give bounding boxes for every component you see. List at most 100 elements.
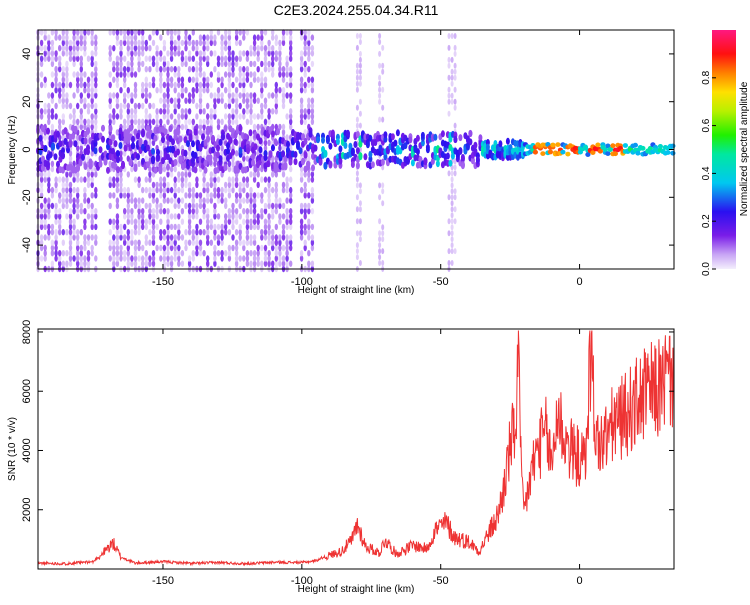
spectrogram-signal-cell [540,151,546,157]
spectrogram-cell [209,29,213,36]
spectrogram-cell [162,244,167,252]
spectrogram-signal-cell [602,147,609,152]
spectrogram-cell [216,176,221,183]
spectrogram-cell [274,244,278,252]
spectrogram-cell [224,218,228,225]
spectrogram-cell [148,55,152,62]
spectrogram-cell [54,113,58,120]
spectrogram-cell [267,45,271,52]
spectrogram-cell [162,102,167,110]
spectrogram-cell [252,197,257,204]
spectrogram-cell [43,202,47,210]
spectrogram-cell [224,229,228,236]
spectrogram-cell [224,71,228,78]
spectrogram-cell [281,123,286,131]
spectrogram-cell [76,102,80,110]
spectrogram-cell [173,81,177,89]
spectrogram-cell [123,250,127,257]
spectrogram-cell [220,255,224,262]
spectrogram-cell [54,208,58,215]
spectrogram-cell [144,97,148,104]
spectrogram-cell [39,186,44,194]
spectrogram-cell [303,45,307,52]
spectrogram-cell [206,60,210,68]
spectrogram-cell [76,176,80,183]
spectrogram-cell [72,108,76,115]
spectrogram-cell [177,76,181,83]
spectrogram-cell [54,229,58,236]
spectrogram-cell [310,34,315,41]
y-tick-label: 0 [21,146,33,152]
spectrogram-cell [216,234,221,241]
spectrogram-cell [216,192,221,199]
spectrogram-signal-cell [635,150,641,156]
y-tick-label: 2000 [21,497,33,521]
spectrogram-cell [285,255,289,262]
spectrogram-cell [453,122,457,129]
spectrogram-cell [231,66,235,73]
spectrogram-signal-cell [106,143,110,151]
spectrogram-cell [115,76,120,83]
spectrogram-cell [137,55,141,62]
spectrogram-cell [187,97,192,104]
spectrogram-cell [180,123,185,131]
spectrogram-signal-cell [286,140,290,148]
spectrogram-cell [76,87,80,94]
spectrogram-signal-cell [111,134,115,142]
spectrogram-cell [267,66,271,73]
spectrogram-cell [61,181,65,189]
spectrogram-cell [289,50,293,57]
spectrogram-cell [307,260,311,267]
spectrogram-cell [289,29,293,36]
spectrogram-cell [202,118,206,126]
spectrogram-cell [198,244,203,252]
spectrogram-cell [206,229,210,236]
spectrogram-signal-cell [485,143,490,151]
spectrogram-cell [68,186,73,194]
spectrogram-cell [256,181,260,189]
spectrogram-cell [234,55,239,62]
spectrogram-cell [378,230,382,237]
spectrogram-signal-cell [98,146,103,154]
spectrogram-cell [173,176,177,183]
spectrogram-cell [299,81,304,89]
spectrogram-cell [249,234,253,241]
spectrogram-cell [133,250,138,257]
spectrogram-cell [453,248,457,255]
spectrogram-signal-cell [276,128,280,136]
spectrogram-cell [209,92,213,99]
spectrogram-cell [108,102,112,110]
spectrogram-cell [50,129,55,136]
spectrogram-cell [177,45,181,52]
spectrogram-cell [137,223,141,231]
spectrogram-cell [83,118,87,126]
spectrogram-signal-cell [153,134,158,142]
spectrogram-cell [206,197,210,204]
spectrogram-cell [90,71,94,78]
spectrogram-cell [86,102,91,110]
spectrogram-cell [378,260,382,266]
spectrogram-cell [123,186,127,194]
spectrogram-cell [281,171,286,178]
spectrogram-cell [90,213,94,220]
spectrogram-cell [252,208,257,215]
spectrogram-cell [209,113,213,120]
spectrogram-cell [50,81,55,89]
spectrogram-cell [166,60,170,68]
spectrogram-cell [119,234,123,241]
spectrogram-cell [187,118,192,126]
spectrogram-signal-cell [293,151,298,158]
spectrogram-cell [65,192,69,199]
spectrogram-cell [209,176,213,183]
spectrogram-cell [242,71,246,78]
spectrogram-cell [58,176,62,183]
spectrogram-cell [242,92,246,99]
spectrogram-cell [47,118,51,126]
spectrogram-cell [130,208,134,215]
spectrogram-cell [187,66,192,73]
spectrogram-cell [155,118,159,126]
spectrogram-cell [108,97,112,104]
spectrogram-cell [234,255,239,262]
spectrogram-cell [206,255,210,262]
spectrogram-cell [307,218,311,225]
